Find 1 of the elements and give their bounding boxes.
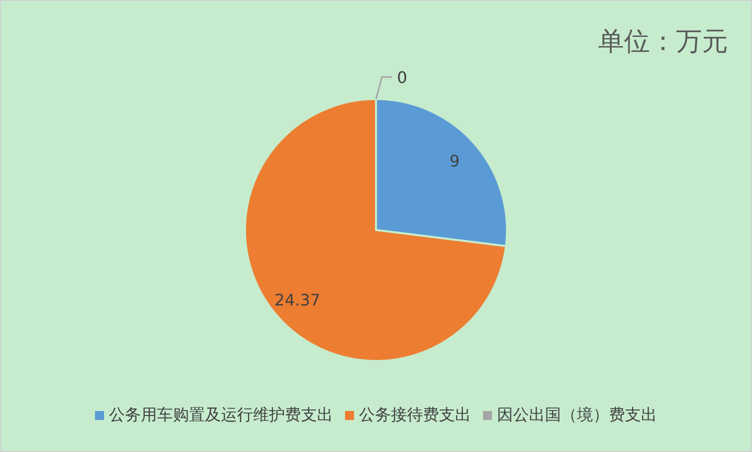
title: 单位：万元	[598, 27, 728, 57]
